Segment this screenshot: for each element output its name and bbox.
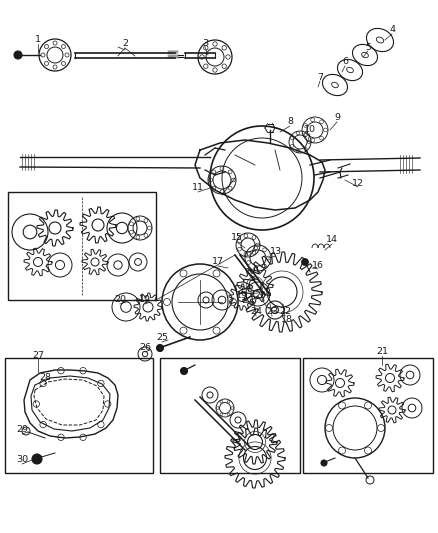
Text: 16: 16 [312,261,324,270]
Text: 20: 20 [114,295,126,304]
Text: 30: 30 [16,456,28,464]
Text: 21: 21 [376,348,388,357]
Text: 29: 29 [16,425,28,434]
Text: 22: 22 [279,308,291,317]
Text: 23: 23 [266,308,278,317]
Text: 9: 9 [334,114,340,123]
Text: 3: 3 [202,38,208,47]
Text: 25: 25 [156,334,168,343]
Text: 19: 19 [139,295,151,304]
Bar [8,192,156,300]
Text: 8: 8 [287,117,293,126]
Text: 12: 12 [352,179,364,188]
Circle shape [321,460,327,466]
Text: 18: 18 [281,316,293,325]
Text: 17: 17 [212,257,224,266]
Text: 10: 10 [304,125,316,134]
Text: 6: 6 [342,58,348,67]
Text: 26: 26 [139,343,151,352]
Bar [5,358,153,473]
Text: 1: 1 [35,36,41,44]
Bar [160,358,300,473]
Text: 20: 20 [254,290,266,300]
Text: 11: 11 [192,183,204,192]
Circle shape [180,367,187,375]
Text: 19: 19 [236,290,248,300]
Text: 14: 14 [326,236,338,245]
Circle shape [32,454,42,464]
Text: 4: 4 [389,26,395,35]
Text: 7: 7 [317,72,323,82]
Text: 27: 27 [32,351,44,359]
Bar [303,358,433,473]
Text: 13: 13 [270,247,282,256]
Text: 15: 15 [231,233,243,243]
Text: 28: 28 [39,374,51,383]
Text: 5: 5 [365,43,371,52]
Circle shape [156,344,163,351]
Text: 2: 2 [122,39,128,49]
Text: 24: 24 [250,308,262,317]
Circle shape [14,51,22,59]
Circle shape [301,259,308,265]
